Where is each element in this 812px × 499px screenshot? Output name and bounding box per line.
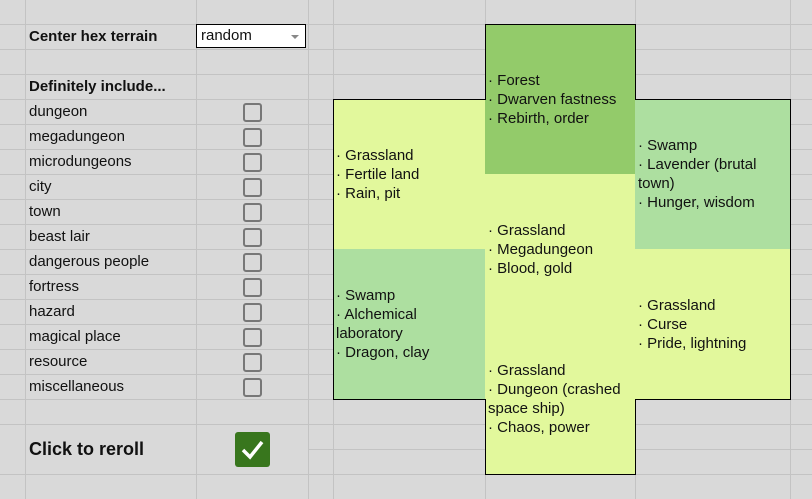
hex-detail-line: · Grassland <box>638 296 716 314</box>
chevron-down-icon <box>291 35 299 39</box>
hex-detail-line: · Grassland <box>488 362 566 379</box>
hex-northwest: · Grassland · Fertile land · Rain, pit <box>333 99 485 249</box>
include-option-checkbox[interactable] <box>243 378 262 397</box>
include-option-label: beast lair <box>29 228 90 245</box>
hex-detail-line: · Rain, pit <box>336 184 401 202</box>
include-option-checkbox[interactable] <box>243 128 262 147</box>
include-option-checkbox[interactable] <box>243 278 262 297</box>
include-option-label: microdungeons <box>29 153 132 170</box>
hex-northeast: · Swamp · Lavender (brutal town) · Hunger,… <box>635 99 790 249</box>
include-option-checkbox[interactable] <box>243 353 262 372</box>
hex-detail-line: · Fertile land <box>336 165 420 183</box>
hex-detail-line: · Megadungeon <box>488 240 594 258</box>
include-option-label: resource <box>29 353 88 370</box>
include-option-label: dungeon <box>29 103 88 120</box>
hex-detail-line: · Rebirth, order <box>488 109 589 127</box>
hex-detail-line: · Lavender (brutal town) <box>638 156 757 192</box>
include-option-label: dangerous people <box>29 253 150 270</box>
hex-center: · Grassland · Megadungeon · Blood, gold <box>485 174 635 324</box>
grid-row-line <box>0 399 812 400</box>
hex-detail-line: · Curse <box>638 315 688 333</box>
hex-detail-line: · Grassland <box>488 221 566 239</box>
include-option-label: miscellaneous <box>29 378 125 395</box>
hex-detail-line: · Dwarven fastness <box>488 90 617 108</box>
include-option-checkbox[interactable] <box>243 103 262 122</box>
hex-detail-line: · Grassland <box>336 146 414 164</box>
include-option-checkbox[interactable] <box>243 178 262 197</box>
hex-southeast: · Grassland · Curse · Pride, lightning <box>635 249 790 399</box>
include-option-checkbox[interactable] <box>243 328 262 347</box>
center-hex-terrain-dropdown[interactable]: random <box>196 24 306 48</box>
grid-row-line <box>0 424 812 425</box>
center-hex-label: Center hex terrain <box>29 28 158 45</box>
hex-detail-line: · Chaos, power <box>488 419 590 436</box>
grid-row-line <box>0 49 812 50</box>
hex-detail-line: · Alchemical laboratory <box>336 306 417 342</box>
hex-detail-line: · Dragon, clay <box>336 344 430 361</box>
include-option-label: hazard <box>29 303 75 320</box>
include-option-label: magical place <box>29 328 121 345</box>
hex-southwest: · Swamp · Alchemical laboratory · Dragon, … <box>333 249 485 399</box>
hex-detail-line: · Blood, gold <box>488 259 573 277</box>
hex-north: · Forest · Dwarven fastness · Rebirth, ord… <box>485 24 635 174</box>
hex-detail-line: · Hunger, wisdom <box>638 194 755 211</box>
reroll-label: Click to reroll <box>29 439 145 459</box>
include-label: Definitely include... <box>29 78 166 95</box>
include-option-checkbox[interactable] <box>243 228 262 247</box>
hex-detail-line: · Forest <box>488 71 540 89</box>
hex-detail-line: · Swamp <box>638 137 698 154</box>
checkmark-icon <box>241 440 264 460</box>
hex-detail-line: · Swamp <box>336 287 396 304</box>
include-option-label: megadungeon <box>29 128 125 145</box>
reroll-checkbox[interactable] <box>235 432 270 467</box>
include-option-checkbox[interactable] <box>243 203 262 222</box>
include-option-checkbox[interactable] <box>243 303 262 322</box>
include-option-label: fortress <box>29 278 80 295</box>
include-option-label: town <box>29 203 61 220</box>
hex-south: · Grassland · Dungeon (crashed space ship… <box>485 324 635 474</box>
grid-row-line <box>0 474 812 475</box>
dropdown-value: random <box>201 27 252 44</box>
include-option-label: city <box>29 178 52 195</box>
hex-detail-line: · Pride, lightning <box>638 334 747 352</box>
include-option-checkbox[interactable] <box>243 253 262 272</box>
include-option-checkbox[interactable] <box>243 153 262 172</box>
hex-detail-line: · Dungeon (crashed space ship) <box>488 381 621 417</box>
